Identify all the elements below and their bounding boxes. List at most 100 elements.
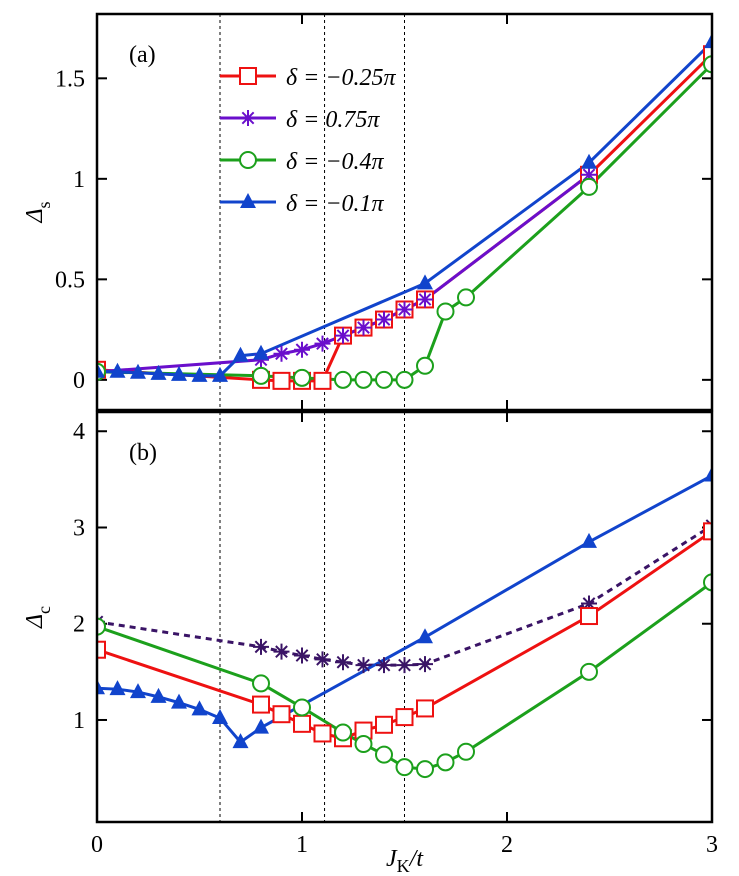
marker-square <box>313 724 332 743</box>
marker-triangle <box>232 346 249 362</box>
legend-label: δ = 0.75π <box>286 107 380 133</box>
marker-circle <box>375 745 393 764</box>
marker-star <box>396 301 413 318</box>
marker-square <box>239 67 257 85</box>
marker-square <box>252 695 270 714</box>
marker-circle <box>354 735 373 754</box>
y-label-main: Δ <box>22 614 48 629</box>
marker-triangle <box>232 733 249 749</box>
marker-triangle <box>212 709 228 725</box>
marker-triangle <box>150 687 167 703</box>
marker-circle <box>354 370 373 389</box>
marker-triangle <box>130 363 146 379</box>
marker-square <box>272 705 291 724</box>
marker-triangle <box>212 366 228 382</box>
x-tick-label: 0 <box>91 832 103 858</box>
marker-triangle <box>240 193 256 208</box>
y-tick-label: 0.5 <box>55 267 85 293</box>
x-tick-label: 1 <box>296 832 308 858</box>
marker-circle <box>395 758 414 777</box>
x-tick-label: 3 <box>706 832 718 858</box>
marker-square <box>313 371 332 390</box>
marker-star <box>355 319 372 336</box>
plot-frame <box>95 410 714 824</box>
marker-square <box>375 715 393 734</box>
marker-triangle <box>191 700 208 716</box>
marker-triangle <box>150 364 167 380</box>
x-axis-label: JK/t <box>386 846 424 876</box>
marker-square <box>703 45 712 64</box>
marker-star <box>581 595 597 612</box>
marker-triangle <box>109 362 126 378</box>
marker-triangle <box>253 718 269 734</box>
marker-triangle <box>109 680 126 696</box>
x-label-rest: /t <box>408 846 425 872</box>
marker-triangle <box>253 344 269 360</box>
y-tick-label: 4 <box>73 419 85 445</box>
marker-triangle <box>417 274 433 290</box>
x-label-sub: K <box>397 856 410 876</box>
marker-square <box>395 708 414 727</box>
marker-circle <box>252 674 270 693</box>
marker-square <box>293 714 311 733</box>
marker-circle <box>375 370 393 389</box>
x-label-main: J <box>386 846 398 872</box>
panel-label: (a) <box>129 42 156 68</box>
marker-triangle <box>191 366 208 382</box>
marker-square <box>580 607 598 626</box>
y-label-main: Δ <box>22 208 48 223</box>
marker-circle <box>580 662 598 681</box>
marker-star <box>273 643 290 660</box>
marker-square <box>272 371 291 390</box>
marker-circle <box>436 753 455 772</box>
marker-square <box>703 522 712 541</box>
marker-triangle <box>704 466 712 482</box>
marker-circle <box>436 302 455 321</box>
marker-triangle <box>171 365 187 381</box>
y-label-sub: c <box>34 606 54 614</box>
marker-circle <box>334 370 352 389</box>
marker-star <box>314 651 331 668</box>
marker-star <box>396 657 413 674</box>
y-tick-label: 1.5 <box>55 66 85 92</box>
marker-star <box>294 647 310 664</box>
plot-frame <box>95 12 714 412</box>
marker-star <box>581 166 597 183</box>
marker-star <box>335 654 351 671</box>
y-tick-label: 3 <box>73 515 85 541</box>
series-line <box>97 53 712 383</box>
marker-square <box>97 640 106 659</box>
marker-star <box>417 291 433 308</box>
marker-circle <box>334 723 352 742</box>
marker-circle <box>252 366 270 385</box>
marker-star <box>253 351 269 368</box>
marker-star <box>376 311 392 328</box>
y-tick-label: 1 <box>73 167 85 193</box>
marker-star <box>253 638 269 655</box>
legend-label: δ = −0.25π <box>286 65 397 91</box>
marker-triangle <box>130 683 146 699</box>
marker-triangle <box>581 532 597 548</box>
marker-circle <box>457 742 475 761</box>
marker-circle <box>416 356 434 375</box>
y-axis-label: Δs <box>22 201 54 223</box>
y-label-sub: s <box>34 201 54 208</box>
marker-circle <box>239 151 257 169</box>
marker-star <box>376 657 392 674</box>
marker-star <box>335 327 351 344</box>
marker-star <box>273 345 290 362</box>
marker-triangle <box>97 362 105 378</box>
marker-circle <box>293 368 311 387</box>
marker-circle <box>457 288 475 307</box>
y-tick-label: 2 <box>73 612 85 638</box>
marker-circle <box>703 55 712 74</box>
legend-label: δ = −0.4π <box>286 149 385 175</box>
y-tick-label: 1 <box>73 708 85 734</box>
x-tick-label: 2 <box>501 832 513 858</box>
marker-triangle <box>171 693 187 709</box>
marker-circle <box>703 573 712 592</box>
marker-triangle <box>704 33 712 49</box>
marker-star <box>240 110 256 126</box>
marker-square <box>416 699 434 718</box>
